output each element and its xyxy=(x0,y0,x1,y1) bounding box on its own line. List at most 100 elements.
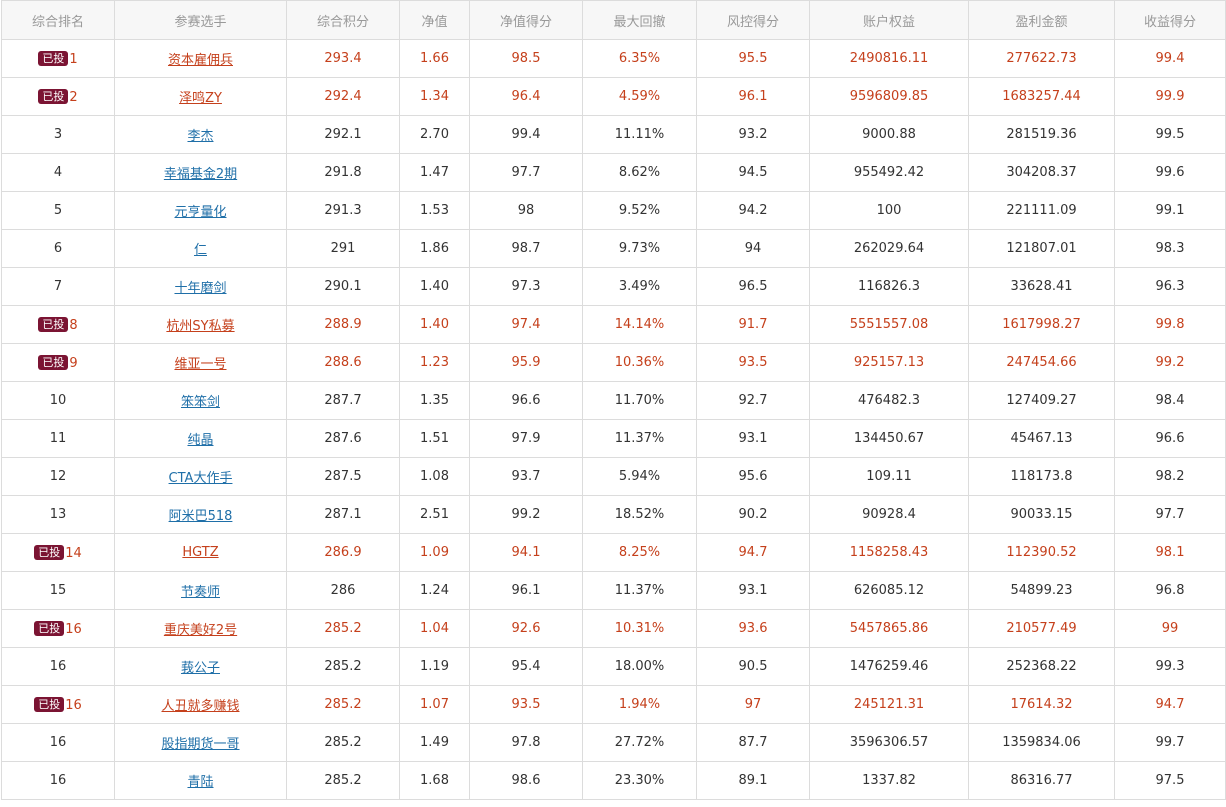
cell-risk-score: 94.7 xyxy=(696,533,810,572)
player-link[interactable]: 杭州SY私募 xyxy=(166,319,235,334)
cell-nav: 1.49 xyxy=(399,723,470,762)
cell-profit: 90033.15 xyxy=(968,495,1115,534)
rank-number: 6 xyxy=(53,241,63,256)
player-link[interactable]: CTA大作手 xyxy=(168,471,233,486)
player-link[interactable]: 人丑就多赚钱 xyxy=(161,699,240,714)
header-nav-score[interactable]: 净值得分 xyxy=(469,0,583,40)
rank-number: 8 xyxy=(69,317,78,333)
rank-number: 16 xyxy=(49,773,67,788)
cell-equity: 134450.67 xyxy=(809,419,969,458)
cell-player: 泽鸣ZY xyxy=(114,77,287,116)
cell-player: 维亚一号 xyxy=(114,343,287,382)
player-link[interactable]: 阿米巴518 xyxy=(168,509,233,524)
cell-nav: 1.08 xyxy=(399,457,470,496)
cell-risk-score: 97 xyxy=(696,685,810,724)
player-link[interactable]: 泽鸣ZY xyxy=(179,91,222,106)
player-link[interactable]: 纯晶 xyxy=(187,433,214,448)
cell-rank: 12 xyxy=(1,457,115,496)
cell-total-score: 287.1 xyxy=(286,495,400,534)
cell-nav: 1.66 xyxy=(399,39,470,78)
header-player[interactable]: 参赛选手 xyxy=(114,0,287,40)
cell-total-score: 285.2 xyxy=(286,609,400,648)
cell-total-score: 288.6 xyxy=(286,343,400,382)
rank-number: 11 xyxy=(49,431,67,446)
header-total-score[interactable]: 综合积分 xyxy=(286,0,400,40)
cell-nav: 1.07 xyxy=(399,685,470,724)
header-max-drawdown[interactable]: 最大回撤 xyxy=(582,0,697,40)
cell-nav: 1.51 xyxy=(399,419,470,458)
cell-return-score: 99.5 xyxy=(1114,115,1226,154)
player-link[interactable]: 维亚一号 xyxy=(174,357,227,372)
cell-nav-score: 97.4 xyxy=(469,305,583,344)
cell-total-score: 290.1 xyxy=(286,267,400,306)
cell-total-score: 292.4 xyxy=(286,77,400,116)
cell-player: 莪公子 xyxy=(114,647,287,686)
table-row: 16 青陆 285.2 1.68 98.6 23.30% 89.1 1337.82 86316.… xyxy=(1,761,1226,800)
cell-return-score: 97.5 xyxy=(1114,761,1226,800)
cell-nav-score: 97.9 xyxy=(469,419,583,458)
player-link[interactable]: 十年磨剑 xyxy=(174,281,227,296)
cell-max-drawdown: 27.72% xyxy=(582,723,697,762)
cell-nav-score: 97.8 xyxy=(469,723,583,762)
player-link[interactable]: 元亨量化 xyxy=(174,205,227,220)
cell-player: 青陆 xyxy=(114,761,287,800)
header-risk-score[interactable]: 风控得分 xyxy=(696,0,810,40)
cell-player: 纯晶 xyxy=(114,419,287,458)
cell-profit: 221111.09 xyxy=(968,191,1115,230)
player-link[interactable]: 笨笨剑 xyxy=(180,395,220,410)
table-row: 已投 16 人丑就多赚钱 285.2 1.07 93.5 1.94% 97 245121.31 1… xyxy=(1,685,1226,724)
cell-total-score: 285.2 xyxy=(286,723,400,762)
cell-risk-score: 95.6 xyxy=(696,457,810,496)
cell-rank: 11 xyxy=(1,419,115,458)
table-row: 7 十年磨剑 290.1 1.40 97.3 3.49% 96.5 116826.3 33628… xyxy=(1,267,1226,306)
cell-nav: 1.35 xyxy=(399,381,470,420)
cell-rank: 已投 1 xyxy=(1,39,115,78)
cell-player: 元亨量化 xyxy=(114,191,287,230)
player-link[interactable]: 资本雇佣兵 xyxy=(167,53,233,68)
cell-rank: 10 xyxy=(1,381,115,420)
cell-rank: 已投 2 xyxy=(1,77,115,116)
cell-total-score: 285.2 xyxy=(286,647,400,686)
player-link[interactable]: 莪公子 xyxy=(180,661,220,676)
cell-risk-score: 92.7 xyxy=(696,381,810,420)
header-nav[interactable]: 净值 xyxy=(399,0,470,40)
cell-nav: 1.53 xyxy=(399,191,470,230)
cell-risk-score: 93.5 xyxy=(696,343,810,382)
cell-player: 幸福基金2期 xyxy=(114,153,287,192)
cell-return-score: 99.6 xyxy=(1114,153,1226,192)
player-link[interactable]: 青陆 xyxy=(187,775,214,790)
rank-number: 12 xyxy=(49,469,67,484)
cell-rank: 已投 14 xyxy=(1,533,115,572)
cell-nav-score: 93.5 xyxy=(469,685,583,724)
cell-profit: 127409.27 xyxy=(968,381,1115,420)
cell-return-score: 96.3 xyxy=(1114,267,1226,306)
cell-risk-score: 89.1 xyxy=(696,761,810,800)
cell-return-score: 99.8 xyxy=(1114,305,1226,344)
cell-return-score: 98.3 xyxy=(1114,229,1226,268)
header-equity[interactable]: 账户权益 xyxy=(809,0,969,40)
cell-equity: 262029.64 xyxy=(809,229,969,268)
cell-nav: 1.47 xyxy=(399,153,470,192)
player-link[interactable]: 节奏师 xyxy=(180,585,220,600)
rank-number: 16 xyxy=(49,735,67,750)
player-link[interactable]: 仁 xyxy=(193,243,207,258)
cell-equity: 476482.3 xyxy=(809,381,969,420)
cell-risk-score: 93.1 xyxy=(696,419,810,458)
invested-badge: 已投 xyxy=(34,620,65,636)
invested-badge: 已投 xyxy=(38,88,69,104)
header-profit[interactable]: 盈利金额 xyxy=(968,0,1115,40)
cell-nav: 1.19 xyxy=(399,647,470,686)
header-return-score[interactable]: 收益得分 xyxy=(1114,0,1226,40)
cell-profit: 112390.52 xyxy=(968,533,1115,572)
player-link[interactable]: HGTZ xyxy=(182,545,219,560)
cell-equity: 1476259.46 xyxy=(809,647,969,686)
cell-player: 笨笨剑 xyxy=(114,381,287,420)
player-link[interactable]: 重庆美好2号 xyxy=(163,623,238,638)
player-link[interactable]: 幸福基金2期 xyxy=(163,167,238,182)
cell-total-score: 291 xyxy=(286,229,400,268)
player-link[interactable]: 李杰 xyxy=(187,129,214,144)
header-rank[interactable]: 综合排名 xyxy=(1,0,115,40)
player-link[interactable]: 股指期货一哥 xyxy=(161,737,240,752)
cell-player: CTA大作手 xyxy=(114,457,287,496)
cell-max-drawdown: 11.37% xyxy=(582,419,697,458)
